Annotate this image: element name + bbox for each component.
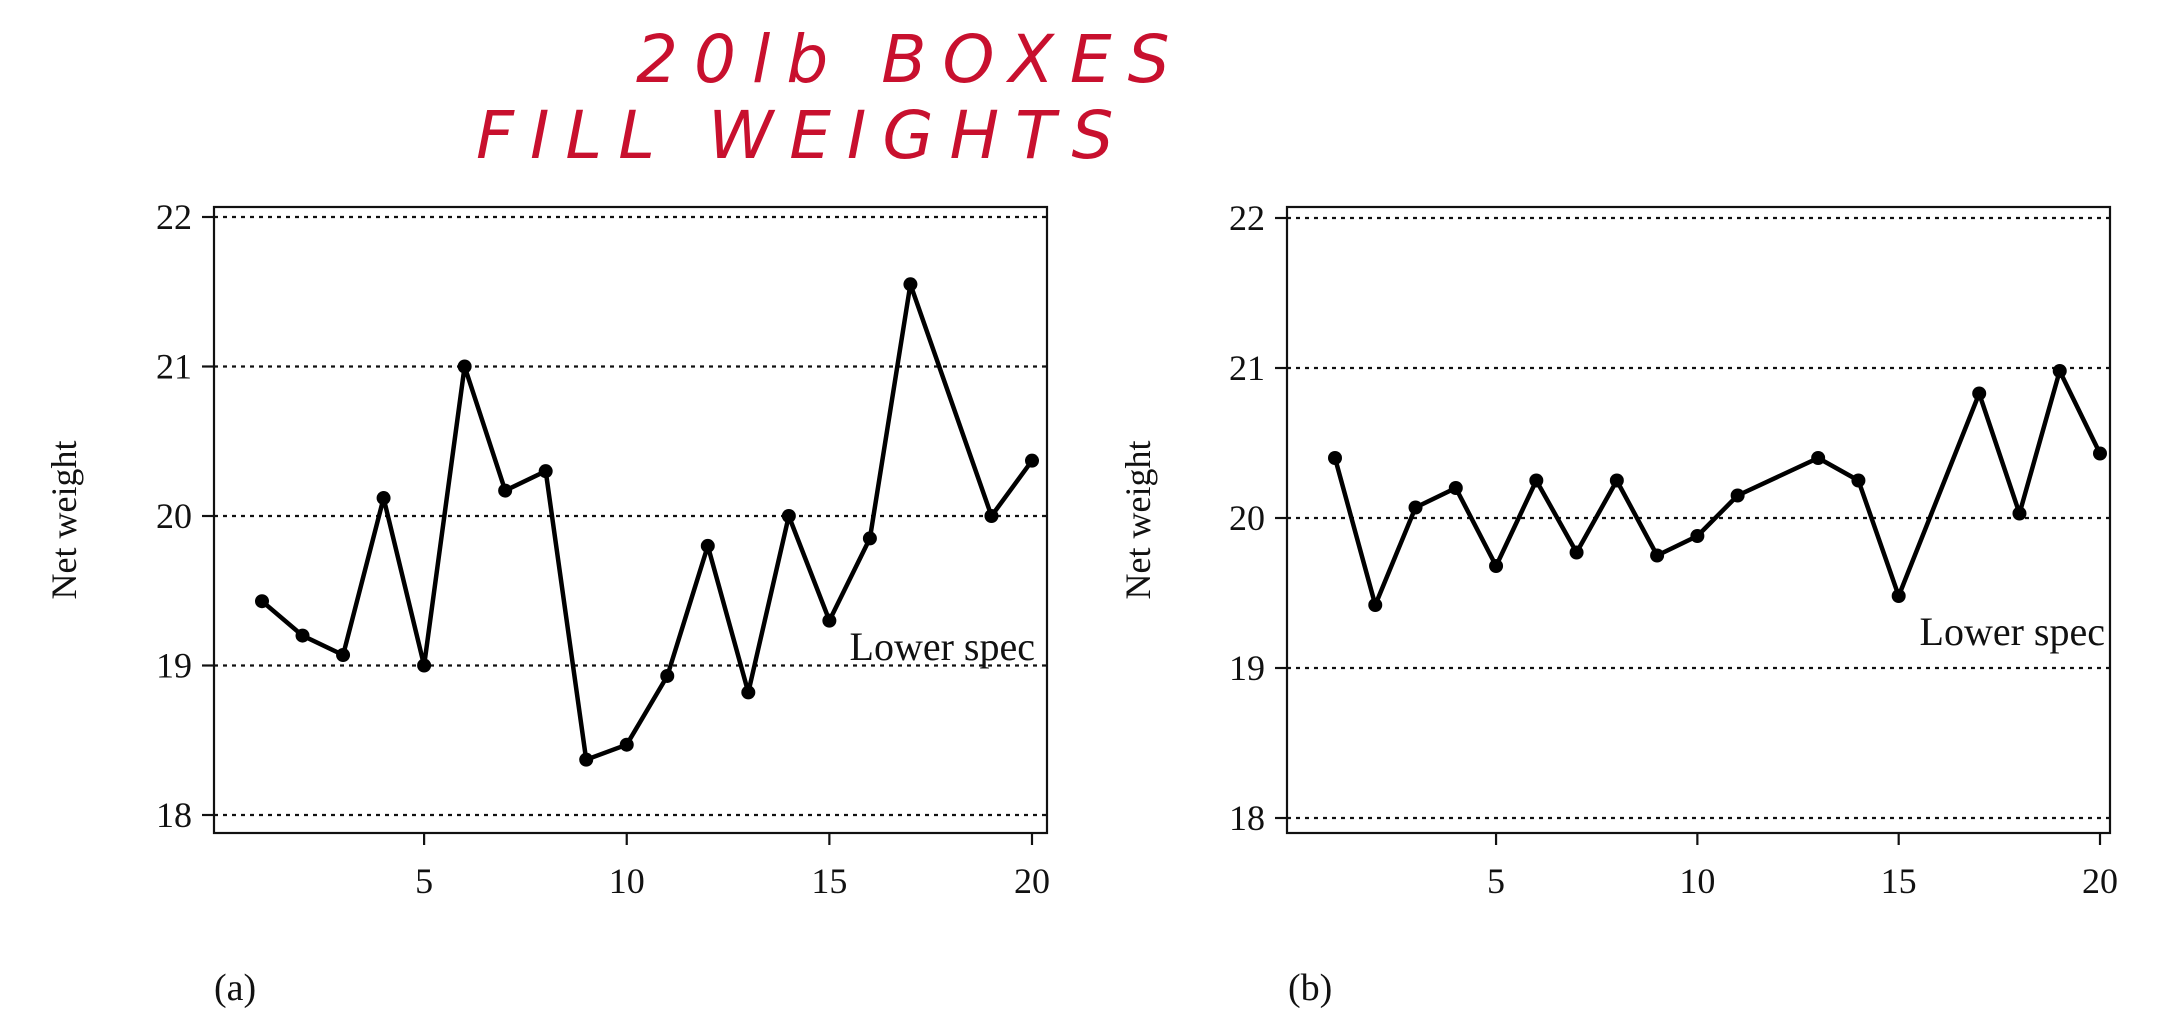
data-point	[903, 277, 918, 292]
data-point	[498, 483, 513, 498]
data-point	[538, 464, 553, 479]
data-point	[2052, 364, 2067, 378]
data-point	[255, 594, 269, 609]
gridlines	[1287, 216, 2110, 820]
data-point	[1851, 473, 1866, 488]
y-axis-ticks: 18 19 20 21 22	[156, 197, 214, 835]
data-point	[1891, 589, 1906, 603]
data-point	[1529, 473, 1544, 488]
x-tick-label: 10	[1679, 861, 1715, 901]
y-tick-label: 19	[1229, 648, 1265, 688]
data-point	[295, 628, 310, 643]
handwritten-line-2: FILL WEIGHTS	[476, 97, 1129, 174]
data-point	[1448, 481, 1463, 495]
data-point	[1489, 559, 1504, 573]
x-axis-ticks: 5 10 15 20	[1487, 833, 2118, 901]
y-axis-label: Net weight	[1118, 441, 1158, 600]
panel-label-a: (a)	[214, 967, 256, 1009]
chart-panel-b: 18 19 20 21 22 5 10 15 20 Net weight Lower spec…	[1118, 198, 2118, 1009]
y-axis-ticks: 18 19 20 21 22	[1229, 198, 1287, 838]
data-points	[255, 277, 1039, 767]
x-tick-label: 10	[609, 861, 645, 901]
gridlines	[214, 215, 1047, 817]
data-point	[579, 752, 594, 767]
data-point	[336, 648, 351, 663]
y-axis-label: Net weight	[44, 441, 84, 600]
x-tick-label: 20	[1014, 861, 1050, 901]
panel-label-b: (b)	[1288, 967, 1332, 1009]
data-point	[822, 613, 837, 628]
y-tick-label: 20	[1229, 498, 1265, 538]
y-tick-label: 22	[1229, 198, 1265, 238]
series-line	[1332, 368, 2103, 608]
y-tick-label: 18	[156, 795, 192, 835]
data-point	[1650, 548, 1665, 563]
x-tick-label: 5	[415, 861, 433, 901]
x-axis-ticks: 5 10 15 20	[415, 833, 1050, 901]
y-tick-label: 22	[156, 197, 192, 237]
x-tick-label: 5	[1487, 861, 1505, 901]
handwritten-annotation: 20lb BOXES FILL WEIGHTS	[476, 21, 1185, 174]
y-tick-label: 18	[1229, 798, 1265, 838]
x-tick-label: 15	[1881, 861, 1917, 901]
data-point	[2093, 446, 2107, 461]
data-point	[700, 538, 715, 553]
data-point	[1569, 545, 1584, 560]
lower-spec-label: Lower spec	[1920, 609, 2105, 654]
lower-spec-label: Lower spec	[850, 624, 1035, 669]
data-point	[1025, 453, 1039, 468]
y-tick-label: 20	[156, 496, 192, 536]
chart-panel-a: 18 19 20 21 22 5 10 15 20 Net weight Lower spec…	[44, 197, 1050, 1009]
x-tick-label: 20	[2082, 861, 2118, 901]
y-tick-label: 21	[1229, 348, 1265, 388]
data-point	[862, 531, 877, 546]
data-point	[1972, 386, 1987, 401]
data-point	[2012, 506, 2027, 521]
data-point	[1408, 500, 1423, 515]
x-tick-label: 15	[811, 861, 847, 901]
data-point	[1690, 529, 1705, 543]
data-points	[1328, 364, 2107, 612]
data-point	[619, 737, 634, 752]
data-point	[1609, 473, 1624, 488]
y-tick-label: 19	[156, 646, 192, 686]
data-point	[1328, 451, 1342, 465]
y-tick-label: 21	[156, 347, 192, 387]
data-point	[376, 491, 391, 506]
data-point	[1730, 488, 1745, 503]
plot-frame	[1285, 205, 2112, 835]
data-point	[741, 685, 756, 700]
data-point	[457, 359, 472, 374]
data-point	[417, 658, 432, 673]
data-point	[660, 668, 675, 683]
data-point	[1811, 451, 1826, 465]
handwritten-line-1: 20lb BOXES	[636, 21, 1185, 98]
data-point	[1368, 598, 1383, 612]
data-point	[781, 509, 796, 523]
data-point	[984, 509, 999, 523]
